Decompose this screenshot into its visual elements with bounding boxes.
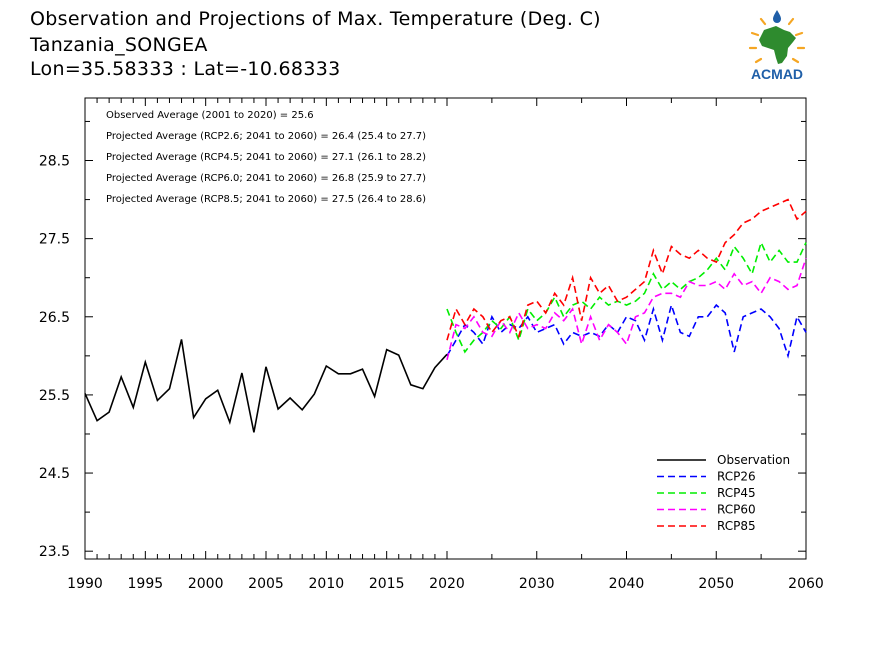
x-axis: 1990 1995 2000 2005 2010 2015 2020 2030 2040 2050… <box>67 98 824 592</box>
series-line-rcp26 <box>446 302 807 359</box>
legend-label-rcp85: RCP85 <box>717 519 756 533</box>
x-tick-label: 2005 <box>248 576 284 592</box>
y-tick-label: 26.5 <box>39 310 70 326</box>
x-tick-label: 2010 <box>309 576 345 592</box>
x-tick-label: 2000 <box>188 576 224 592</box>
x-tick-label: 2050 <box>698 576 734 592</box>
chart-legend: Observation RCP26 RCP45 RCP60 RCP85 <box>657 453 790 533</box>
annotation-rcp26-average: Projected Average (RCP2.6; 2041 to 2060)… <box>106 131 426 142</box>
series-line-rcp45 <box>446 240 807 354</box>
legend-label-rcp45: RCP45 <box>717 486 756 500</box>
y-tick-label: 25.5 <box>39 388 70 404</box>
annotation-rcp85-average: Projected Average (RCP8.5; 2041 to 2060)… <box>106 194 426 205</box>
x-tick-label: 2060 <box>788 576 824 592</box>
y-tick-label: 24.5 <box>39 466 70 482</box>
series-line-observation <box>84 339 448 433</box>
y-axis: 23.5 24.5 25.5 26.5 27.5 28.5 <box>39 120 806 560</box>
annotation-rcp60-average: Projected Average (RCP6.0; 2041 to 2060)… <box>106 173 426 184</box>
series-lines <box>84 198 807 433</box>
x-tick-label: 2020 <box>429 576 465 592</box>
x-tick-label: 1990 <box>67 576 103 592</box>
legend-label-observation: Observation <box>717 453 790 467</box>
legend-label-rcp60: RCP60 <box>717 503 756 517</box>
series-line-rcp60 <box>446 257 807 360</box>
y-tick-label: 27.5 <box>39 232 70 248</box>
y-tick-label: 23.5 <box>39 544 70 560</box>
annotation-rcp45-average: Projected Average (RCP4.5; 2041 to 2060)… <box>106 152 426 163</box>
acmad-logo: ACMAD <box>738 8 816 84</box>
acmad-africa-logo-icon: ACMAD <box>748 10 806 82</box>
x-tick-label: 2015 <box>369 576 405 592</box>
chart-title: Observation and Projections of Max. Temp… <box>30 8 601 30</box>
logo-text: ACMAD <box>751 66 803 82</box>
legend-label-rcp26: RCP26 <box>717 470 756 484</box>
y-tick-label: 28.5 <box>39 154 70 170</box>
series-line-rcp85 <box>446 198 807 341</box>
average-annotations: Observed Average (2001 to 2020) = 25.6 P… <box>106 110 426 205</box>
plot-area-frame <box>84 97 807 560</box>
x-tick-label: 1995 <box>128 576 164 592</box>
chart-subtitle-coordinates: Lon=35.58333 : Lat=-10.68333 <box>30 58 341 80</box>
annotation-observed-average: Observed Average (2001 to 2020) = 25.6 <box>106 110 314 121</box>
chart-subtitle-location: Tanzania_SONGEA <box>30 34 208 56</box>
x-tick-label: 2040 <box>609 576 645 592</box>
x-tick-label: 2030 <box>519 576 555 592</box>
